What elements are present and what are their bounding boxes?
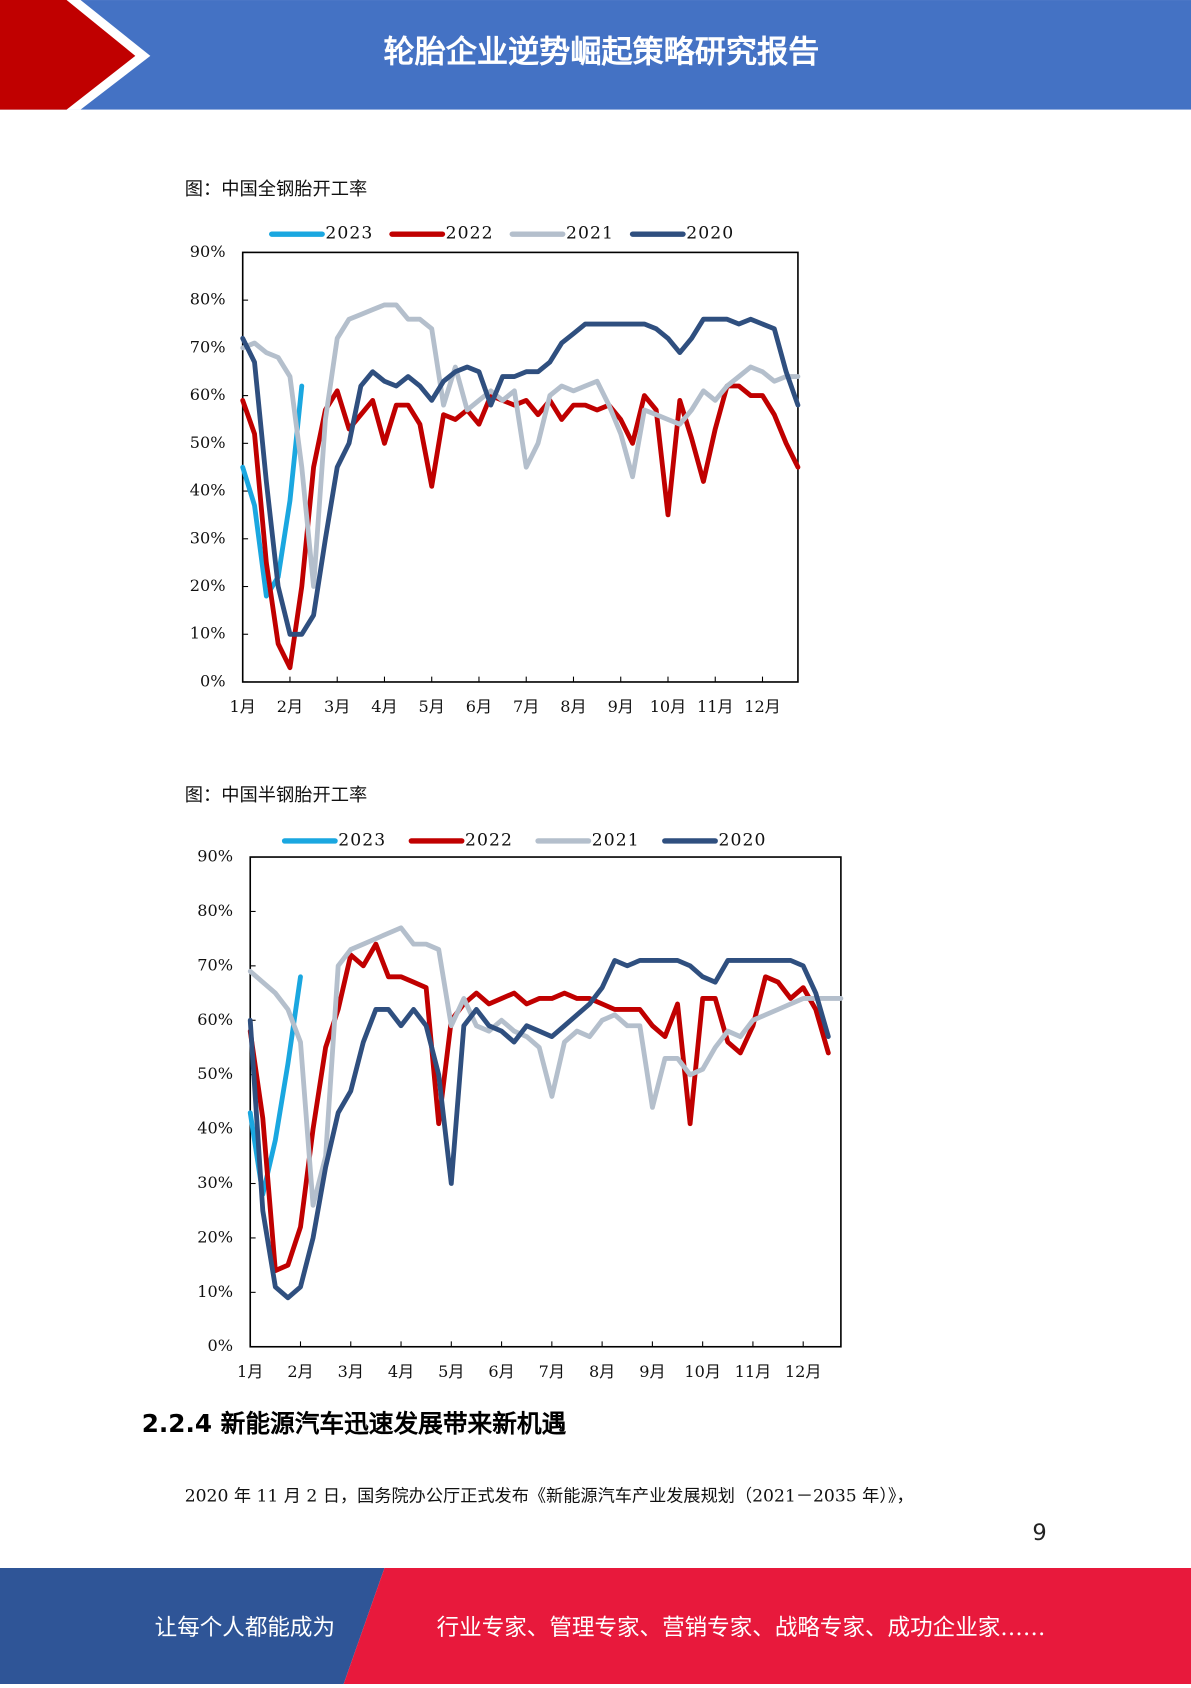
y-tick-label: 60% [197,1010,233,1029]
y-tick-label: 40% [190,481,226,500]
x-tick-label: 4月 [371,697,397,716]
x-tick-label: 11月 [697,697,734,716]
series-line [247,941,831,1274]
legend-label: 2023 [338,830,386,850]
y-tick-label: 70% [197,955,233,974]
legend-label: 2021 [566,224,614,244]
x-tick-label: 5月 [419,697,445,716]
x-tick-label: 8月 [560,697,586,716]
x-tick-label: 11月 [735,1362,772,1381]
plot-frame [249,856,842,1348]
y-tick-label: 50% [190,433,226,452]
x-tick-label: 12月 [744,697,781,716]
y-tick-label: 30% [197,1173,233,1192]
y-tick-label: 20% [197,1227,233,1246]
y-tick-label: 30% [190,528,226,547]
page-number: 9 [1032,1520,1046,1546]
x-tick-label: 2月 [287,1362,313,1381]
x-tick-label: 4月 [388,1362,414,1381]
legend-label: 2021 [592,830,640,850]
header-title: 轮胎企业逆势崛起策略研究报告 [384,35,820,71]
x-tick-label: 8月 [589,1362,615,1381]
series-line [240,316,801,637]
series-line [240,302,801,589]
y-tick-label: 80% [190,290,226,309]
footer-left-band [0,1567,385,1684]
chart-caption: 图：中国半钢胎开工率 [185,785,368,806]
x-tick-label: 1月 [230,697,256,716]
y-tick-label: 60% [190,385,226,404]
header-red-block [0,0,136,110]
footer-right-band [343,1567,1191,1684]
x-tick-label: 7月 [539,1362,565,1381]
legend-label: 2022 [465,830,513,850]
legend-label: 2020 [718,830,766,850]
x-tick-label: 12月 [785,1362,822,1381]
y-tick-label: 70% [190,337,226,356]
series-line [247,925,844,1208]
chart-caption: 图：中国全钢胎开工率 [185,179,368,200]
y-tick-label: 50% [197,1064,233,1083]
legend-label: 2023 [325,224,373,244]
series-line [240,383,801,671]
x-tick-label: 9月 [608,697,634,716]
footer-left-text: 让每个人都能成为 [155,1615,335,1641]
legend-label: 2022 [446,224,494,244]
legend-label: 2020 [686,224,734,244]
x-tick-label: 6月 [488,1362,514,1381]
x-tick-label: 5月 [438,1362,464,1381]
x-tick-label: 9月 [639,1362,665,1381]
x-tick-label: 7月 [513,697,539,716]
x-tick-label: 1月 [237,1362,263,1381]
y-tick-label: 10% [197,1282,233,1301]
y-tick-label: 40% [197,1119,233,1138]
section-heading: 2.2.4 新能源汽车迅速发展带来新机遇 [142,1409,567,1438]
y-tick-label: 10% [190,624,226,643]
y-tick-label: 90% [190,242,226,261]
series-line [247,958,831,1301]
x-tick-label: 10月 [684,1362,721,1381]
x-tick-label: 10月 [650,697,687,716]
paragraph: 2020 年 11 月 2 日，国务院办公厅正式发布《新能源汽车产业发展规划（2… [185,1487,914,1507]
x-tick-label: 2月 [277,697,303,716]
footer-right-text: 行业专家、管理专家、营销专家、战略专家、成功企业家…… [437,1615,1046,1641]
header-bar [0,0,1191,110]
x-tick-label: 3月 [324,697,350,716]
y-tick-label: 0% [207,1336,233,1355]
x-tick-label: 3月 [338,1362,364,1381]
x-tick-label: 6月 [466,697,492,716]
y-tick-label: 90% [197,847,233,866]
y-tick-label: 0% [200,671,226,690]
y-tick-label: 20% [190,576,226,595]
y-tick-label: 80% [197,901,233,920]
